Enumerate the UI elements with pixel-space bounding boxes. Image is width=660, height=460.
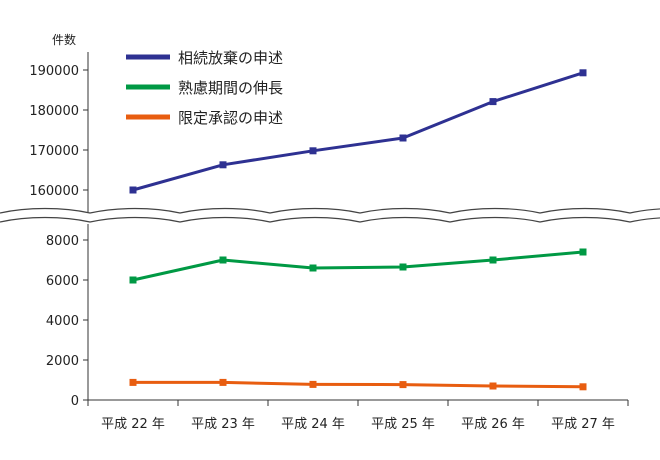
series-3 <box>129 378 587 391</box>
axis-break <box>0 207 660 223</box>
y-tick-label: 6000 <box>46 274 79 289</box>
series-lines <box>129 69 587 391</box>
legend-label: 限定承認の申述 <box>178 109 283 127</box>
data-point <box>399 381 407 389</box>
y-tick-label: 160000 <box>29 184 79 199</box>
data-point <box>579 69 587 77</box>
data-point <box>309 147 317 155</box>
y-tick-label: 8000 <box>46 234 79 249</box>
series-line <box>132 250 584 282</box>
series-line <box>133 380 584 389</box>
data-point <box>489 98 497 106</box>
data-point <box>309 264 317 272</box>
axis-break-line-top <box>0 207 660 214</box>
data-point <box>489 382 497 390</box>
x-tick-label: 平成 26 年 <box>461 417 525 432</box>
x-tick-label: 平成 25 年 <box>371 417 435 432</box>
data-point <box>579 383 587 391</box>
series-line <box>132 71 584 192</box>
data-point <box>129 276 137 284</box>
axis-break-line-bottom <box>0 216 660 223</box>
data-point <box>579 248 587 256</box>
tick-labels: 160000 170000 180000 190000 0 2000 4000 6000 800… <box>29 64 615 432</box>
y-tick-label: 170000 <box>29 144 79 159</box>
data-point <box>129 186 137 194</box>
data-point <box>399 134 407 142</box>
legend-label: 熟慮期間の伸長 <box>178 79 283 97</box>
axes <box>83 52 629 406</box>
y-tick-label: 180000 <box>29 104 79 119</box>
data-point <box>129 378 137 386</box>
data-point <box>219 378 227 386</box>
legend-label: 相続放棄の申述 <box>178 49 283 67</box>
data-point <box>399 263 407 271</box>
y-tick-label: 0 <box>71 394 79 409</box>
y-tick-label: 4000 <box>46 314 79 329</box>
x-tick-label: 平成 23 年 <box>191 417 255 432</box>
series-1 <box>129 69 587 194</box>
data-point <box>309 380 317 388</box>
x-tick-label: 平成 22 年 <box>101 417 165 432</box>
data-point <box>219 256 227 264</box>
y-axis-unit-label: 件数 <box>52 32 76 47</box>
y-tick-label: 190000 <box>29 64 79 79</box>
x-tick-label: 平成 27 年 <box>551 417 615 432</box>
data-point <box>219 161 227 169</box>
y-tick-label: 2000 <box>46 354 79 369</box>
series-2 <box>129 248 587 284</box>
x-tick-label: 平成 24 年 <box>281 417 345 432</box>
data-point <box>489 256 497 264</box>
